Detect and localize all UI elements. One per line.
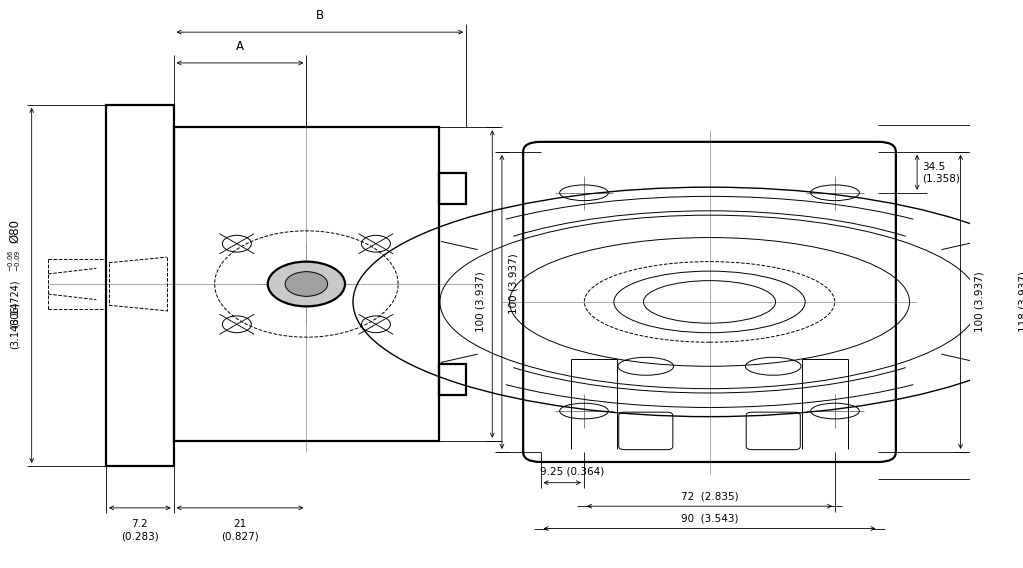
Text: B: B [316,9,324,22]
Text: 100 (3.937): 100 (3.937) [508,254,519,314]
Text: 7.2
(0.283): 7.2 (0.283) [121,520,159,541]
Circle shape [285,272,327,296]
Text: 100 (3.937): 100 (3.937) [975,272,985,332]
Text: 100 (3.937): 100 (3.937) [476,272,486,332]
Text: A: A [236,40,244,53]
Text: 34.5
(1.358): 34.5 (1.358) [922,161,960,183]
Text: 21
(0.827): 21 (0.827) [221,520,259,541]
Text: $^{-0.06}_{-0.09}$: $^{-0.06}_{-0.09}$ [6,249,23,272]
Text: (3.14606): (3.14606) [9,301,19,349]
Text: 9.25 (0.364): 9.25 (0.364) [540,466,604,477]
Text: (3.14724): (3.14724) [9,280,19,327]
Text: Ø80: Ø80 [8,219,20,243]
Text: 72  (2.835): 72 (2.835) [680,491,739,501]
Text: 118 (3.937): 118 (3.937) [1018,272,1023,332]
Circle shape [268,262,345,306]
Text: 90  (3.543): 90 (3.543) [680,513,739,524]
